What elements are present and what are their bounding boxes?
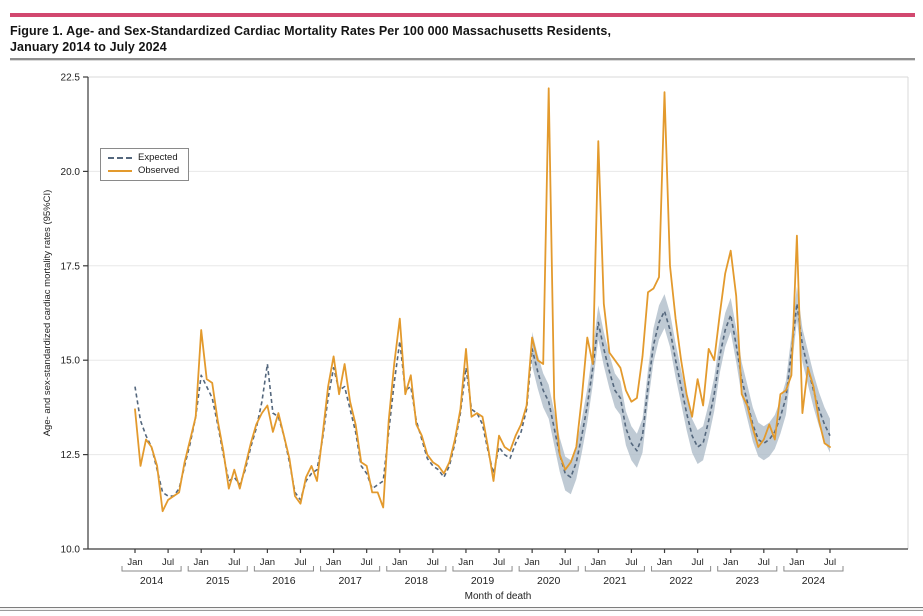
year-bracket (584, 566, 645, 572)
x-tick-label-jul: Jul (162, 557, 174, 568)
legend-label-observed: Observed (138, 165, 180, 176)
year-bracket (651, 566, 712, 572)
x-tick-label-jul: Jul (625, 557, 637, 568)
year-label: 2020 (537, 575, 561, 587)
x-tick-label-jul: Jul (427, 557, 439, 568)
observed-line (134, 87, 831, 513)
year-label: 2018 (405, 575, 429, 587)
x-tick-label-jul: Jul (758, 557, 770, 568)
x-tick-label-jul: Jul (294, 557, 306, 568)
year-label: 2022 (669, 575, 693, 587)
footer-double-rule (0, 607, 923, 611)
x-tick-label-jan: Jan (789, 557, 804, 568)
observed-line-sample-icon (108, 170, 132, 172)
year-label: 2024 (802, 575, 826, 587)
figure-title-line1: Figure 1. Age- and Sex-Standardized Card… (10, 24, 612, 38)
title-divider-rule (10, 58, 915, 61)
y-tick-label: 15.0 (61, 356, 81, 367)
year-bracket (121, 566, 182, 572)
x-tick-label-jul: Jul (692, 557, 704, 568)
year-label: 2015 (206, 575, 230, 587)
header-accent-rule (10, 13, 915, 17)
legend-label-expected: Expected (138, 152, 178, 163)
y-tick-label: 17.5 (61, 261, 81, 272)
y-axis-title: Age- and sex-standardized cardiac mortal… (42, 190, 53, 437)
legend-item-expected: Expected (108, 153, 179, 163)
x-tick-label-jan: Jan (326, 557, 341, 568)
year-bracket (386, 566, 447, 572)
year-label: 2016 (272, 575, 296, 587)
year-label: 2019 (471, 575, 495, 587)
figure-title-line2: January 2014 to July 2024 (10, 40, 167, 54)
year-bracket (717, 566, 778, 572)
x-tick-label-jul: Jul (824, 557, 836, 568)
x-tick-label-jan: Jan (194, 557, 209, 568)
year-bracket (253, 566, 314, 572)
y-tick-label: 22.5 (61, 73, 81, 84)
year-bracket (320, 566, 381, 572)
x-tick-label-jan: Jan (591, 557, 606, 568)
figure-title: Figure 1. Age- and Sex-Standardized Card… (10, 23, 890, 55)
chart-legend: Expected Observed (100, 148, 190, 181)
x-tick-label-jan: Jan (524, 557, 539, 568)
legend-item-observed: Observed (108, 166, 179, 176)
x-tick-label-jan: Jan (127, 557, 142, 568)
chart-area: 10.0 12.5 15.0 17.5 20.0 22.5 Jan Jul 2014 Jan Jul… (0, 64, 923, 604)
year-bracket (783, 566, 844, 572)
x-axis-title: Month of death (465, 591, 532, 602)
expected-line-sample-icon (108, 157, 132, 159)
year-bracket (452, 566, 513, 572)
y-tick-label: 10.0 (61, 545, 81, 556)
confidence-interval-band (532, 286, 830, 495)
x-tick-label-jan: Jan (260, 557, 275, 568)
y-tick-label: 20.0 (61, 167, 81, 178)
year-label: 2021 (603, 575, 627, 587)
expected-line (134, 302, 831, 501)
mortality-line-chart: 10.0 12.5 15.0 17.5 20.0 22.5 Jan Jul 2014 Jan Jul… (42, 73, 909, 602)
x-tick-label-jan: Jan (458, 557, 473, 568)
year-label: 2023 (736, 575, 760, 587)
x-tick-label-jul: Jul (493, 557, 505, 568)
x-tick-label-jan: Jan (723, 557, 738, 568)
x-tick-label-jul: Jul (361, 557, 373, 568)
x-tick-label-jul: Jul (228, 557, 240, 568)
y-tick-label: 12.5 (61, 450, 81, 461)
year-bracket (187, 566, 248, 572)
year-label: 2014 (140, 575, 164, 587)
x-tick-label-jan: Jan (657, 557, 672, 568)
year-label: 2017 (338, 575, 362, 587)
x-tick-label-jan: Jan (392, 557, 407, 568)
year-bracket (518, 566, 579, 572)
x-tick-label-jul: Jul (559, 557, 571, 568)
